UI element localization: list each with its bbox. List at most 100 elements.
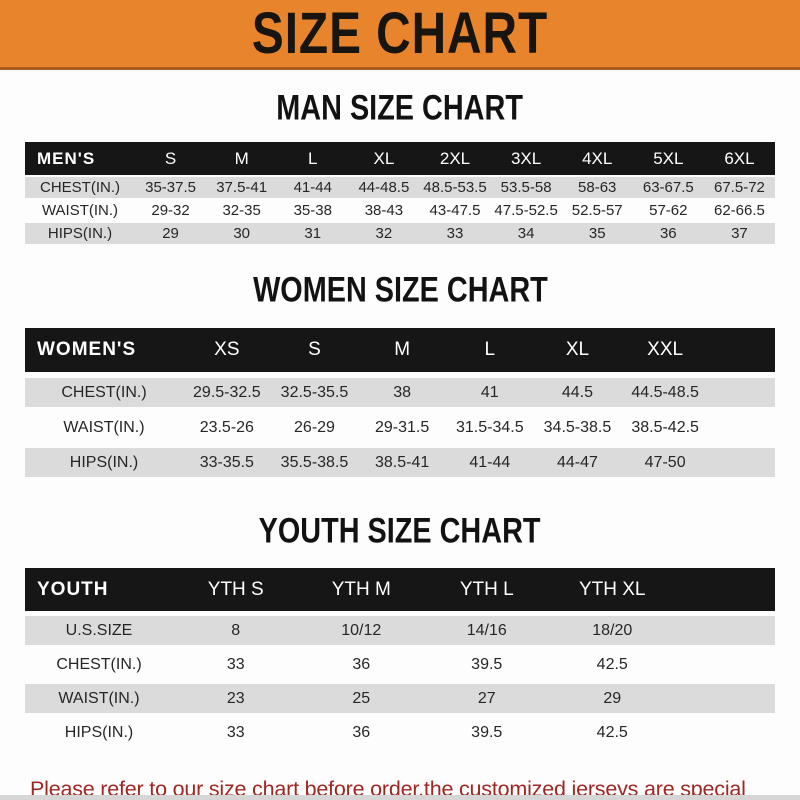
size-value-cell: 35.5-38.5 bbox=[270, 448, 359, 477]
size-value-cell: 23 bbox=[173, 684, 299, 713]
table-header-row: YOUTH YTH S YTH M YTH L YTH XL bbox=[25, 568, 775, 611]
size-value-cell: 29-32 bbox=[135, 200, 207, 221]
spacer-cell bbox=[709, 378, 775, 407]
youth-size-table: YOUTH YTH S YTH M YTH L YTH XL U.S.SIZE 8 10/12… bbox=[25, 563, 775, 752]
size-value-cell: 8 bbox=[173, 616, 299, 645]
size-value-cell: 29 bbox=[549, 684, 675, 713]
size-value-cell: 38 bbox=[358, 378, 446, 407]
size-value-cell: 33 bbox=[419, 223, 491, 244]
column-header-cell: 6XL bbox=[703, 142, 775, 175]
column-header-cell: 4XL bbox=[561, 142, 633, 175]
size-value-cell: 38.5-41 bbox=[358, 448, 446, 477]
spacer-cell bbox=[675, 650, 775, 679]
table-row: WAIST(IN.) 23 25 27 29 bbox=[25, 684, 775, 713]
banner: SIZE CHART bbox=[0, 0, 800, 70]
size-value-cell: 34.5-38.5 bbox=[533, 413, 622, 442]
size-value-cell: 35-37.5 bbox=[135, 177, 207, 198]
size-value-cell: 37.5-41 bbox=[206, 177, 278, 198]
size-value-cell: 33 bbox=[173, 650, 299, 679]
size-value-cell: 30 bbox=[206, 223, 278, 244]
size-value-cell: 39.5 bbox=[424, 650, 550, 679]
spacer-cell bbox=[709, 413, 775, 442]
column-header-cell: XS bbox=[183, 328, 271, 372]
size-value-cell: 33 bbox=[173, 718, 299, 747]
size-value-cell: 35-38 bbox=[277, 200, 349, 221]
size-value-cell: 38-43 bbox=[348, 200, 420, 221]
size-value-cell: 18/20 bbox=[549, 616, 675, 645]
size-value-cell: 10/12 bbox=[298, 616, 424, 645]
size-value-cell: 33-35.5 bbox=[183, 448, 271, 477]
men-section-heading: MAN SIZE CHART bbox=[0, 87, 800, 127]
row-label: U.S.SIZE bbox=[25, 616, 173, 645]
table-title-cell: YOUTH bbox=[25, 568, 173, 611]
column-header-cell: M bbox=[206, 142, 278, 175]
size-value-cell: 29.5-32.5 bbox=[183, 378, 271, 407]
row-label: CHEST(IN.) bbox=[25, 177, 135, 198]
table-row: WAIST(IN.) 29-32 32-35 35-38 38-43 43-47.5 47.… bbox=[25, 200, 775, 221]
column-header-cell: M bbox=[358, 328, 446, 372]
column-header-cell: 2XL bbox=[419, 142, 491, 175]
column-header-cell: L bbox=[277, 142, 349, 175]
size-value-cell: 32-35 bbox=[206, 200, 278, 221]
row-label: WAIST(IN.) bbox=[25, 200, 135, 221]
page-title: SIZE CHART bbox=[251, 1, 549, 66]
size-value-cell: 43-47.5 bbox=[419, 200, 491, 221]
column-header-cell: XL bbox=[348, 142, 420, 175]
disclaimer-text: Please refer to our size chart before or… bbox=[30, 774, 800, 800]
size-value-cell: 36 bbox=[298, 718, 424, 747]
row-label: HIPS(IN.) bbox=[25, 223, 135, 244]
table-row: WAIST(IN.) 23.5-26 26-29 29-31.5 31.5-34.5 34… bbox=[25, 413, 775, 442]
women-size-table: WOMEN'S XS S M L XL XXL CHEST(IN.) 29.5-32.5 32.5… bbox=[25, 322, 775, 483]
disclaimer-line-1: Please refer to our size chart before or… bbox=[30, 777, 746, 800]
table-row: CHEST(IN.) 29.5-32.5 32.5-35.5 38 41 44.5 44.5… bbox=[25, 378, 775, 407]
size-value-cell: 31.5-34.5 bbox=[445, 413, 534, 442]
size-value-cell: 42.5 bbox=[549, 718, 675, 747]
size-value-cell: 58-63 bbox=[561, 177, 633, 198]
column-header-cell: YTH M bbox=[298, 568, 424, 611]
men-size-table: MEN'S S M L XL 2XL 3XL 4XL 5XL 6XL CHEST(IN.) 35-37… bbox=[25, 140, 775, 246]
size-value-cell: 57-62 bbox=[632, 200, 704, 221]
size-value-cell: 32.5-35.5 bbox=[270, 378, 359, 407]
row-label: HIPS(IN.) bbox=[25, 448, 183, 477]
table-title-cell: MEN'S bbox=[25, 142, 135, 175]
column-header-cell: 5XL bbox=[632, 142, 704, 175]
table-header-row: MEN'S S M L XL 2XL 3XL 4XL 5XL 6XL bbox=[25, 142, 775, 175]
table-title-cell: WOMEN'S bbox=[25, 328, 183, 372]
size-value-cell: 29 bbox=[135, 223, 207, 244]
column-header-cell: S bbox=[270, 328, 359, 372]
table-row: CHEST(IN.) 33 36 39.5 42.5 bbox=[25, 650, 775, 679]
table-row: U.S.SIZE 8 10/12 14/16 18/20 bbox=[25, 616, 775, 645]
size-value-cell: 67.5-72 bbox=[703, 177, 775, 198]
size-value-cell: 44-48.5 bbox=[348, 177, 420, 198]
size-value-cell: 62-66.5 bbox=[703, 200, 775, 221]
column-header-cell: XL bbox=[533, 328, 622, 372]
size-value-cell: 32 bbox=[348, 223, 420, 244]
size-value-cell: 35 bbox=[561, 223, 633, 244]
size-value-cell: 23.5-26 bbox=[183, 413, 271, 442]
column-header-cell: XXL bbox=[621, 328, 709, 372]
size-value-cell: 47.5-52.5 bbox=[490, 200, 562, 221]
spacer-cell bbox=[709, 328, 775, 372]
table-row: HIPS(IN.) 33-35.5 35.5-38.5 38.5-41 41-44 44-… bbox=[25, 448, 775, 477]
size-value-cell: 25 bbox=[298, 684, 424, 713]
size-value-cell: 27 bbox=[424, 684, 550, 713]
spacer-cell bbox=[675, 568, 775, 611]
column-header-cell: YTH XL bbox=[549, 568, 675, 611]
size-value-cell: 39.5 bbox=[424, 718, 550, 747]
size-value-cell: 44.5-48.5 bbox=[621, 378, 709, 407]
size-value-cell: 48.5-53.5 bbox=[419, 177, 491, 198]
spacer-cell bbox=[675, 718, 775, 747]
row-label: WAIST(IN.) bbox=[25, 684, 173, 713]
size-value-cell: 34 bbox=[490, 223, 562, 244]
column-header-cell: YTH S bbox=[173, 568, 299, 611]
size-value-cell: 44-47 bbox=[533, 448, 622, 477]
size-value-cell: 63-67.5 bbox=[632, 177, 704, 198]
column-header-cell: L bbox=[445, 328, 534, 372]
row-label: WAIST(IN.) bbox=[25, 413, 183, 442]
table-row: CHEST(IN.) 35-37.5 37.5-41 41-44 44-48.5 48.5… bbox=[25, 177, 775, 198]
size-value-cell: 29-31.5 bbox=[358, 413, 446, 442]
size-value-cell: 41-44 bbox=[445, 448, 534, 477]
size-value-cell: 36 bbox=[632, 223, 704, 244]
row-label: CHEST(IN.) bbox=[25, 378, 183, 407]
